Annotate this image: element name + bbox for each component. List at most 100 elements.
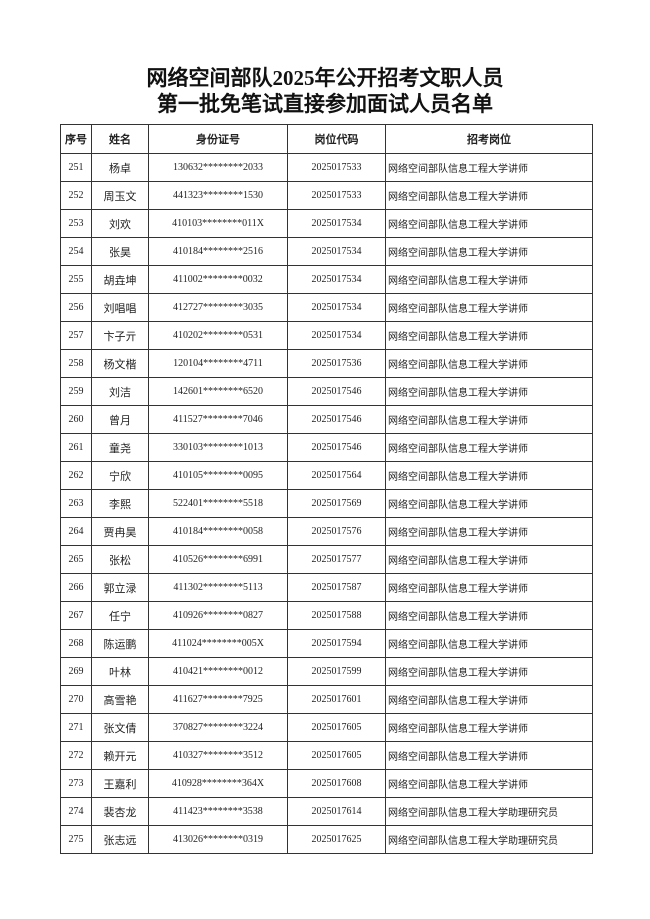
cell-name: 贾冉昊 [91, 517, 149, 546]
table-row: 258 杨文楷 120104********4711 2025017536 网络空间部队… [60, 349, 593, 378]
cell-name: 张志远 [91, 825, 149, 854]
cell-name: 杨文楷 [91, 349, 149, 378]
table-row: 265 张松 410526********6991 2025017577 网络空间部队信… [60, 545, 593, 574]
cell-name: 王嘉利 [91, 769, 149, 798]
cell-name: 张松 [91, 545, 149, 574]
cell-position: 网络空间部队信息工程大学讲师 [385, 769, 593, 798]
cell-position: 网络空间部队信息工程大学讲师 [385, 153, 593, 182]
cell-position: 网络空间部队信息工程大学讲师 [385, 517, 593, 546]
cell-name: 曾月 [91, 405, 149, 434]
cell-seq: 252 [60, 181, 92, 210]
table-row: 255 胡垚坤 411002********0032 2025017534 网络空间部队… [60, 265, 593, 294]
cell-id-number: 441323********1530 [148, 181, 288, 210]
cell-position-code: 2025017533 [287, 153, 386, 182]
cell-seq: 269 [60, 657, 92, 686]
cell-position-code: 2025017564 [287, 461, 386, 490]
candidate-table: 序号 姓名 身份证号 岗位代码 招考岗位 251 杨卓 130632********… [60, 124, 593, 854]
cell-name: 童尧 [91, 433, 149, 462]
cell-id-number: 411627********7925 [148, 685, 288, 714]
cell-position-code: 2025017576 [287, 517, 386, 546]
table-row: 254 张昊 410184********2516 2025017534 网络空间部队信… [60, 237, 593, 266]
cell-position-code: 2025017625 [287, 825, 386, 854]
table-row: 257 卞子亓 410202********0531 2025017534 网络空间部队… [60, 321, 593, 350]
cell-position-code: 2025017546 [287, 405, 386, 434]
table-row: 264 贾冉昊 410184********0058 2025017576 网络空间部队… [60, 517, 593, 546]
cell-seq: 261 [60, 433, 92, 462]
cell-position: 网络空间部队信息工程大学讲师 [385, 657, 593, 686]
cell-position-code: 2025017546 [287, 433, 386, 462]
cell-seq: 268 [60, 629, 92, 658]
table-row: 268 陈运鹏 411024********005X 2025017594 网络空间部队… [60, 629, 593, 658]
cell-name: 李熙 [91, 489, 149, 518]
table-header-row: 序号 姓名 身份证号 岗位代码 招考岗位 [60, 124, 593, 154]
cell-position-code: 2025017534 [287, 293, 386, 322]
cell-seq: 258 [60, 349, 92, 378]
cell-name: 张文倩 [91, 713, 149, 742]
document-title-line-1: 网络空间部队2025年公开招考文职人员 [146, 66, 504, 90]
cell-position-code: 2025017594 [287, 629, 386, 658]
table-row: 272 赖开元 410327********3512 2025017605 网络空间部队… [60, 741, 593, 770]
table-row: 251 杨卓 130632********2033 2025017533 网络空间部队信… [60, 153, 593, 182]
cell-id-number: 120104********4711 [148, 349, 288, 378]
cell-seq: 251 [60, 153, 92, 182]
cell-seq: 260 [60, 405, 92, 434]
cell-position-code: 2025017614 [287, 797, 386, 826]
table-row: 266 郭立渌 411302********5113 2025017587 网络空间部队… [60, 573, 593, 602]
table-row: 253 刘欢 410103********011X 2025017534 网络空间部队信… [60, 209, 593, 238]
table-row: 259 刘洁 142601********6520 2025017546 网络空间部队信… [60, 377, 593, 406]
cell-position-code: 2025017588 [287, 601, 386, 630]
cell-position: 网络空间部队信息工程大学讲师 [385, 265, 593, 294]
cell-seq: 275 [60, 825, 92, 854]
cell-position-code: 2025017534 [287, 265, 386, 294]
table-row: 274 裴杏龙 411423********3538 2025017614 网络空间部队… [60, 797, 593, 826]
cell-id-number: 410184********0058 [148, 517, 288, 546]
cell-seq: 271 [60, 713, 92, 742]
cell-name: 宁欣 [91, 461, 149, 490]
cell-id-number: 413026********0319 [148, 825, 288, 854]
cell-position-code: 2025017605 [287, 741, 386, 770]
cell-id-number: 410105********0095 [148, 461, 288, 490]
table-row: 252 周玉文 441323********1530 2025017533 网络空间部队… [60, 181, 593, 210]
cell-name: 郭立渌 [91, 573, 149, 602]
cell-name: 裴杏龙 [91, 797, 149, 826]
cell-id-number: 410103********011X [148, 209, 288, 238]
cell-id-number: 142601********6520 [148, 377, 288, 406]
cell-id-number: 411527********7046 [148, 405, 288, 434]
cell-position: 网络空间部队信息工程大学讲师 [385, 321, 593, 350]
cell-id-number: 410526********6991 [148, 545, 288, 574]
cell-position: 网络空间部队信息工程大学讲师 [385, 237, 593, 266]
cell-name: 高雪艳 [91, 685, 149, 714]
header-position: 招考岗位 [385, 124, 593, 154]
table-row: 256 刘唱唱 412727********3035 2025017534 网络空间部队… [60, 293, 593, 322]
cell-position: 网络空间部队信息工程大学讲师 [385, 741, 593, 770]
cell-position: 网络空间部队信息工程大学讲师 [385, 349, 593, 378]
cell-id-number: 410421********0012 [148, 657, 288, 686]
cell-name: 任宁 [91, 601, 149, 630]
document-title-line-2: 第一批免笔试直接参加面试人员名单 [157, 92, 493, 116]
cell-position: 网络空间部队信息工程大学讲师 [385, 489, 593, 518]
cell-id-number: 412727********3035 [148, 293, 288, 322]
cell-position-code: 2025017599 [287, 657, 386, 686]
cell-position: 网络空间部队信息工程大学讲师 [385, 629, 593, 658]
cell-name: 刘洁 [91, 377, 149, 406]
cell-position: 网络空间部队信息工程大学讲师 [385, 405, 593, 434]
cell-position-code: 2025017536 [287, 349, 386, 378]
cell-id-number: 522401********5518 [148, 489, 288, 518]
cell-position-code: 2025017577 [287, 545, 386, 574]
table-row: 273 王嘉利 410928********364X 2025017608 网络空间部队… [60, 769, 593, 798]
cell-seq: 270 [60, 685, 92, 714]
cell-name: 刘唱唱 [91, 293, 149, 322]
cell-id-number: 411423********3538 [148, 797, 288, 826]
table-row: 262 宁欣 410105********0095 2025017564 网络空间部队信… [60, 461, 593, 490]
cell-seq: 265 [60, 545, 92, 574]
cell-seq: 267 [60, 601, 92, 630]
cell-id-number: 330103********1013 [148, 433, 288, 462]
cell-position-code: 2025017569 [287, 489, 386, 518]
cell-position-code: 2025017546 [287, 377, 386, 406]
cell-seq: 264 [60, 517, 92, 546]
header-position-code: 岗位代码 [287, 124, 386, 154]
cell-position: 网络空间部队信息工程大学讲师 [385, 377, 593, 406]
cell-seq: 254 [60, 237, 92, 266]
cell-seq: 274 [60, 797, 92, 826]
cell-id-number: 410202********0531 [148, 321, 288, 350]
